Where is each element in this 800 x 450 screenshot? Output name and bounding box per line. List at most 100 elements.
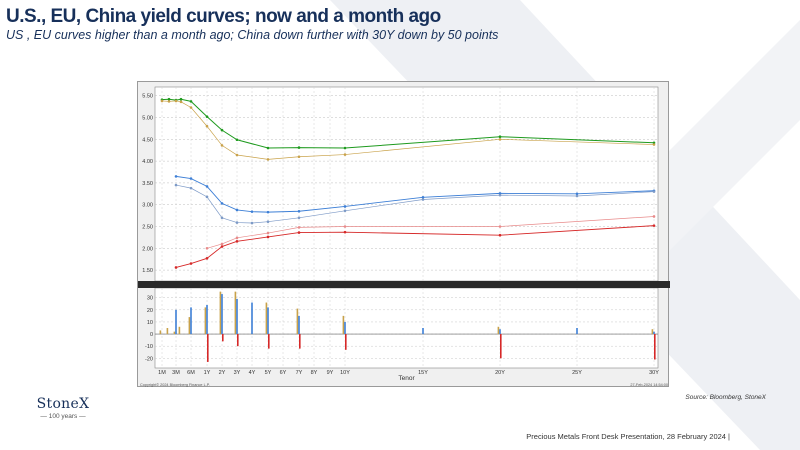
data-point-us_now: [189, 100, 193, 103]
data-point-us_now: [266, 146, 270, 150]
data-point-eu_now: [343, 205, 347, 208]
data-point-us_prev: [266, 158, 270, 161]
data-point-us_now: [498, 135, 502, 138]
x-tick-label: 6M: [187, 370, 195, 376]
spread-bar-us: [188, 317, 191, 335]
spread-y-tick-label: 0: [150, 332, 153, 338]
data-point-us_prev: [498, 138, 502, 141]
spread-bar-cn: [207, 334, 209, 362]
x-tick-label: 6Y: [280, 370, 287, 376]
y-tick-label: 3.00: [142, 203, 153, 209]
data-point-eu_prev: [343, 209, 347, 213]
spread-bar-eu: [251, 302, 253, 335]
data-point-us_prev: [174, 99, 178, 103]
spread-bar-us: [178, 326, 181, 335]
spread-bar-eu: [499, 329, 501, 335]
spread-bar-us: [651, 329, 654, 335]
yield-curve-chart: 1.50 2.00 2.50 3.00 3.50 4.00 4.50 5.00 5.50 1M 3M…: [137, 81, 670, 387]
spread-bar-us: [342, 315, 345, 335]
data-point-cn_prev: [343, 225, 347, 228]
data-point-eu_now: [174, 175, 178, 178]
page-subtitle: US , EU curves higher than a month ago; …: [6, 28, 499, 42]
data-point-cn_now: [498, 233, 502, 237]
spread-bar-cn: [268, 334, 270, 349]
data-point-eu_prev: [498, 193, 502, 197]
data-point-cn_now: [189, 262, 193, 265]
data-point-us_prev: [160, 99, 164, 103]
data-point-us_prev: [205, 124, 209, 128]
x-tick-label: 30Y: [649, 370, 659, 376]
data-point-us_now: [167, 97, 171, 101]
y-tick-label: 2.00: [142, 246, 153, 252]
spread-bar-eu: [221, 294, 223, 335]
spread-bar-us: [234, 291, 237, 335]
data-point-eu_prev: [652, 190, 656, 193]
spread-bar-us: [166, 328, 169, 335]
spread-bar-cn: [237, 334, 239, 347]
y-tick-label: 2.50: [142, 225, 153, 231]
data-point-eu_now: [235, 208, 239, 212]
spread-bar-cn: [222, 334, 224, 342]
chart-timestamp: 27-Feb-2024 14:54:00: [630, 383, 668, 387]
data-point-eu_now: [205, 185, 209, 188]
spread-plot-area: [154, 287, 659, 369]
data-point-eu_prev: [575, 194, 579, 198]
data-point-us_now: [205, 115, 209, 118]
spread-bar-eu: [576, 328, 578, 335]
data-point-us_now: [179, 97, 183, 101]
main-plot-area: [154, 86, 659, 282]
data-point-cn_now: [297, 231, 301, 234]
data-point-cn_prev: [235, 236, 239, 240]
x-tick-label: 4Y: [249, 370, 256, 376]
panel-divider: [138, 281, 670, 288]
x-tick-label: 3M: [172, 370, 180, 376]
x-tick-label: 5Y: [265, 370, 272, 376]
data-point-us_prev: [220, 144, 224, 147]
data-point-us_prev: [189, 106, 193, 109]
data-point-eu_now: [189, 177, 193, 180]
x-tick-label: 8Y: [311, 370, 318, 376]
series-line-cn_prev: [206, 216, 655, 249]
y-tick-label: 4.50: [142, 137, 153, 143]
data-point-cn_now: [205, 257, 209, 260]
x-tick-label: 2Y: [219, 370, 226, 376]
spread-y-tick-label: -10: [145, 344, 153, 350]
spread-y-tick-label: 30: [147, 296, 153, 302]
data-point-eu_prev: [421, 198, 425, 201]
x-tick-label: 25Y: [572, 370, 582, 376]
data-point-eu_now: [250, 210, 254, 213]
data-point-us_prev: [235, 153, 239, 157]
data-point-us_prev: [179, 100, 183, 104]
spread-bar-us: [497, 326, 500, 335]
x-tick-label: 1M: [158, 370, 166, 376]
spread-bar-us: [265, 302, 268, 335]
spread-bar-eu: [206, 304, 208, 335]
data-point-us_now: [235, 138, 239, 142]
spread-bar-us: [219, 291, 222, 335]
x-tick-label: 3Y: [234, 370, 241, 376]
y-tick-label: 5.50: [142, 94, 153, 100]
data-point-cn_now: [343, 230, 347, 234]
data-point-us_now: [297, 146, 301, 149]
page-title: U.S., EU, China yield curves; now and a …: [6, 6, 441, 27]
chart-copyright: Copyright© 2024 Bloomberg Finance L.P.: [140, 383, 210, 387]
y-tick-label: 3.50: [142, 181, 153, 187]
spread-bar-cn: [299, 334, 301, 349]
data-point-cn_prev: [266, 231, 270, 235]
footer-text: Precious Metals Front Desk Presentation,…: [526, 432, 730, 441]
y-tick-label: 4.00: [142, 159, 153, 165]
data-point-us_now: [220, 128, 224, 132]
spread-y-tick-label: 20: [147, 308, 153, 314]
data-point-eu_prev: [205, 195, 209, 199]
spread-bar-us: [296, 308, 299, 335]
data-point-cn_now: [652, 224, 656, 227]
y-tick-label: 5.00: [142, 116, 153, 122]
data-point-eu_prev: [220, 216, 224, 220]
spread-bar-us: [159, 330, 162, 335]
data-point-eu_now: [421, 195, 425, 199]
x-tick-label: 9Y: [327, 370, 334, 376]
y-tick-label: 1.50: [142, 268, 153, 274]
logo-tagline-text: 100 years: [48, 413, 78, 420]
spread-bar-us: [204, 307, 207, 335]
spread-bar-cn: [654, 334, 656, 360]
